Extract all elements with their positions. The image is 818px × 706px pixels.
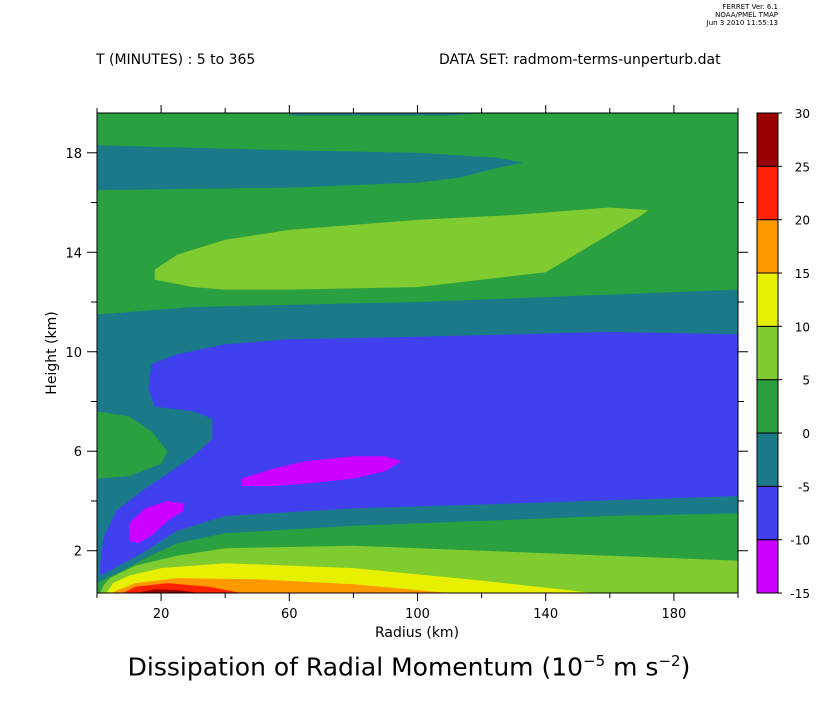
colorbar-label: 20 xyxy=(795,214,810,228)
y-tick-label: 10 xyxy=(65,346,82,361)
contour-band-5-to-10 xyxy=(154,207,649,290)
colorbar-swatch xyxy=(756,539,779,594)
colorbar-swatch xyxy=(756,432,779,487)
colorbar-label: -15 xyxy=(790,587,810,601)
colorbar-label: 15 xyxy=(795,267,810,281)
title-suffix: ) xyxy=(680,652,691,682)
title-prefix: Dissipation of Radial Momentum (10 xyxy=(127,652,584,682)
colorbar-swatch xyxy=(756,219,779,274)
colorbar-label: 10 xyxy=(795,320,810,334)
contour-band-25-to-30 xyxy=(135,589,200,593)
x-tick-label: 60 xyxy=(281,607,298,622)
y-tick-label: 18 xyxy=(65,147,82,162)
y-tick-label: 14 xyxy=(65,246,82,261)
colorbar-label: 30 xyxy=(795,107,810,121)
colorbar-label: 0 xyxy=(802,427,810,441)
y-tick-label: 2 xyxy=(74,545,82,560)
contour-band-0-to-5 xyxy=(97,411,168,479)
colorbar-label: 5 xyxy=(802,374,810,388)
colorbar-swatch xyxy=(756,485,779,541)
software-stamp: FERRET Ver. 6.1 NOAA/PMEL TMAP Jun 3 201… xyxy=(648,3,778,27)
title-exponent-1: −5 xyxy=(583,652,606,670)
x-tick-label: 20 xyxy=(153,607,170,622)
contour-band--5-to-0 xyxy=(97,145,524,191)
time-range-label: T (MINUTES) : 5 to 365 xyxy=(96,52,256,68)
x-axis-label: Radius (km) xyxy=(375,625,459,641)
y-tick-label: 6 xyxy=(74,445,82,460)
colorbar-swatch xyxy=(756,272,779,327)
contour-band--15-to--10 xyxy=(241,456,402,487)
stamp-line: Jun 3 2010 11:55:13 xyxy=(706,19,778,27)
contour-band--5-to-0 xyxy=(289,113,482,116)
colorbar-label: -5 xyxy=(798,480,810,494)
title-middle: m s xyxy=(605,652,659,682)
x-tick-label: 100 xyxy=(405,607,430,622)
colorbar-label: -10 xyxy=(790,534,810,548)
x-tick-label: 140 xyxy=(533,607,558,622)
colorbar-swatch xyxy=(756,112,779,167)
x-tick-label: 180 xyxy=(661,607,686,622)
colorbar-swatch xyxy=(756,325,779,381)
stamp-line: NOAA/PMEL TMAP xyxy=(715,11,778,19)
contour-band--15-to--10 xyxy=(129,501,184,544)
y-axis-label: Height (km) xyxy=(44,311,60,394)
contour-band--10-to--5 xyxy=(100,331,738,576)
stamp-line: FERRET Ver. 6.1 xyxy=(722,3,778,11)
title-exponent-2: −2 xyxy=(658,652,681,670)
chart-title: Dissipation of Radial Momentum (10−5 m s… xyxy=(0,652,818,681)
colorbar-swatch xyxy=(756,165,779,221)
colorbar-label: 25 xyxy=(795,160,810,174)
colorbar-swatch xyxy=(756,379,779,434)
dataset-label: DATA SET: radmom-terms-unperturb.dat xyxy=(439,52,721,68)
